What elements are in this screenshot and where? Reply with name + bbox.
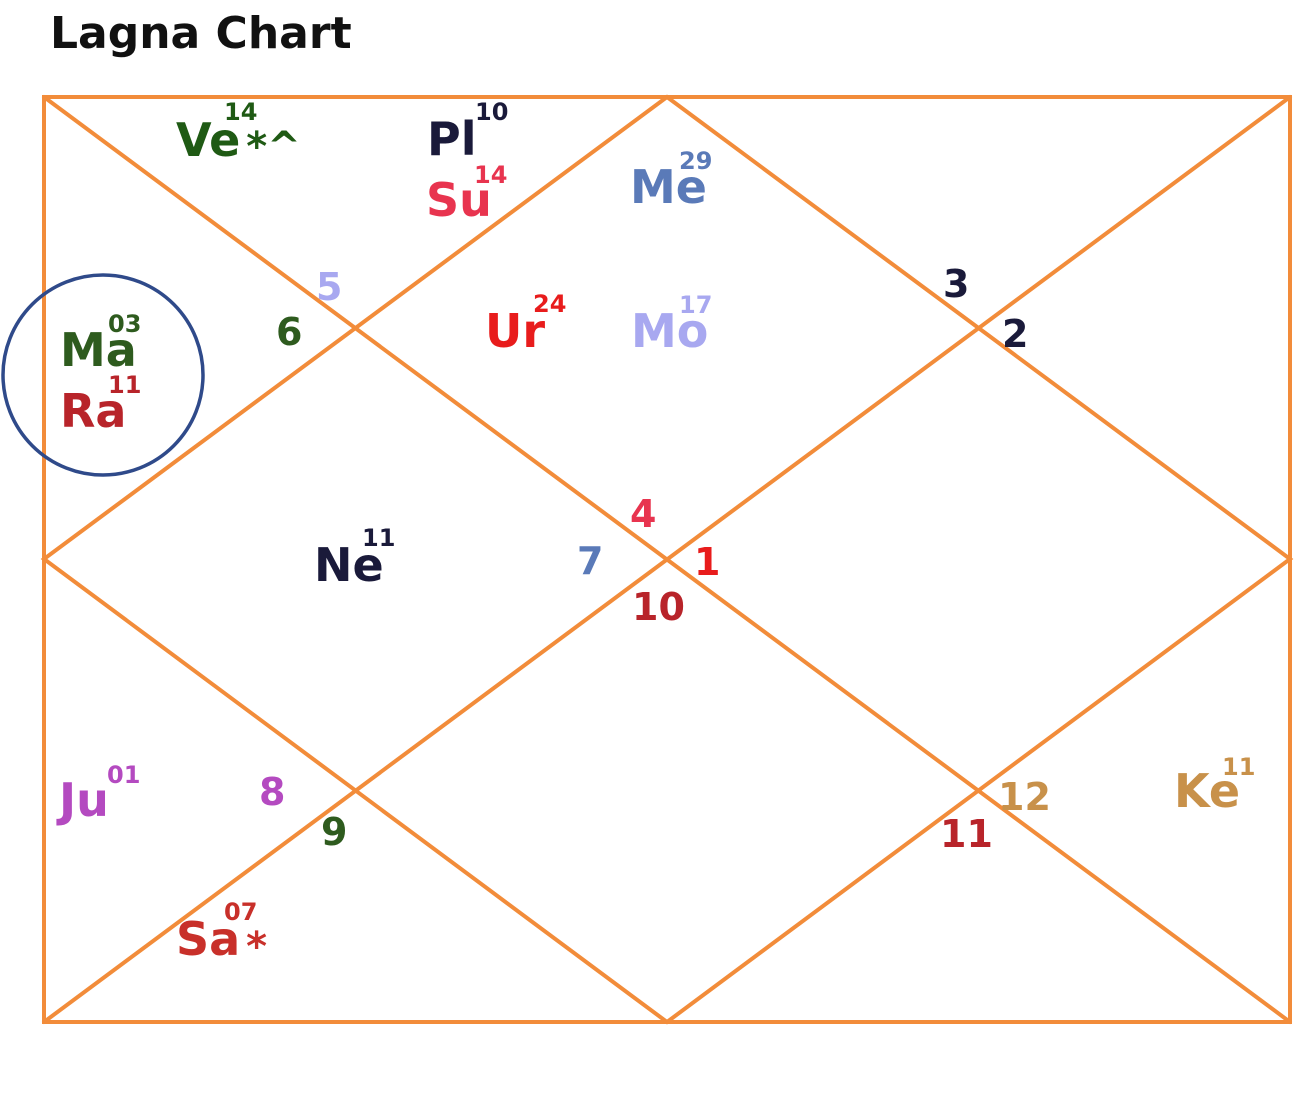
house-number-1: 1 bbox=[694, 540, 720, 584]
planet-degree: 14 bbox=[474, 161, 507, 189]
planet-degree: 11 bbox=[362, 524, 395, 552]
planet-abbr: Sa bbox=[176, 912, 240, 966]
planet-venus: Ve 14 *^ bbox=[176, 98, 301, 170]
diagonal-line bbox=[42, 95, 1292, 1024]
planet-labels: Ve 14 *^ Pl 10 Su 14 Me 29 Ur 24 Mo 17 M… bbox=[56, 98, 1255, 970]
planet-pluto: Pl 10 bbox=[427, 98, 508, 166]
planet-abbr: Ur bbox=[485, 304, 545, 358]
planet-abbr: Ma bbox=[60, 323, 137, 377]
planet-abbr: Pl bbox=[427, 112, 476, 166]
planet-abbr: Ra bbox=[60, 384, 126, 438]
planet-abbr: Me bbox=[630, 160, 707, 214]
planet-abbr: Ve bbox=[176, 113, 240, 167]
planet-degree: 11 bbox=[108, 371, 141, 399]
planet-ketu: Ke 11 bbox=[1174, 753, 1255, 818]
house-number-8: 8 bbox=[259, 770, 285, 814]
planet-abbr: Ke bbox=[1174, 764, 1240, 818]
planet-uranus: Ur 24 bbox=[485, 290, 566, 358]
house-number-10: 10 bbox=[632, 585, 685, 629]
house-number-9: 9 bbox=[321, 810, 347, 854]
planet-saturn: Sa 07 * bbox=[176, 898, 267, 970]
house-numbers: 5 6 3 2 4 7 1 10 8 9 12 11 bbox=[259, 262, 1051, 856]
planet-suffix: * bbox=[246, 924, 267, 970]
planet-abbr: Ne bbox=[314, 538, 384, 592]
planet-degree: 10 bbox=[475, 98, 508, 126]
planet-degree: 24 bbox=[533, 290, 566, 318]
planet-degree: 14 bbox=[224, 98, 257, 126]
planet-rahu: Ra 11 bbox=[60, 371, 141, 438]
planet-degree: 01 bbox=[107, 761, 140, 789]
planet-neptune: Ne 11 bbox=[314, 524, 395, 592]
planet-abbr: Ju bbox=[56, 773, 109, 827]
house-number-7: 7 bbox=[577, 539, 603, 583]
house-number-4: 4 bbox=[630, 492, 656, 536]
planet-degree: 29 bbox=[679, 147, 712, 175]
house-number-12: 12 bbox=[998, 775, 1051, 819]
house-number-6: 6 bbox=[276, 310, 302, 354]
planet-degree: 03 bbox=[108, 310, 141, 338]
planet-degree: 11 bbox=[1222, 753, 1255, 781]
house-number-3: 3 bbox=[943, 262, 969, 306]
planet-jupiter: Ju 01 bbox=[56, 761, 140, 827]
planet-mercury: Me 29 bbox=[630, 147, 712, 214]
planet-degree: 07 bbox=[224, 898, 257, 926]
planet-moon: Mo 17 bbox=[631, 291, 712, 358]
chart-frame bbox=[40, 94, 1294, 1025]
planet-degree: 17 bbox=[679, 291, 712, 319]
highlight-circle bbox=[1, 273, 205, 477]
planet-sun: Su 14 bbox=[426, 161, 507, 227]
house-number-5: 5 bbox=[316, 265, 342, 309]
planet-abbr: Su bbox=[426, 173, 492, 227]
chart-title: Lagna Chart bbox=[50, 8, 352, 59]
planet-mars: Ma 03 bbox=[60, 310, 141, 377]
planet-abbr: Mo bbox=[631, 304, 708, 358]
planet-suffix: *^ bbox=[246, 124, 300, 170]
house-number-11: 11 bbox=[940, 812, 993, 856]
house-number-2: 2 bbox=[1002, 312, 1028, 356]
inner-diamond bbox=[40, 94, 1294, 1025]
